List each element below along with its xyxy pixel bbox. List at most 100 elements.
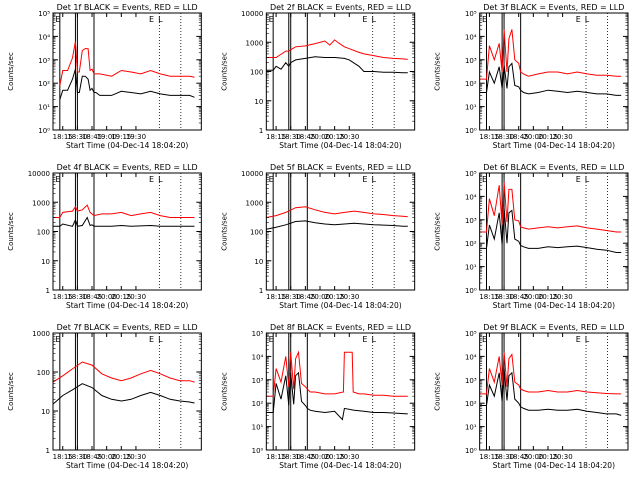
y-tick-label: 100 xyxy=(250,229,263,237)
y-axis-label: Counts/sec xyxy=(434,372,442,411)
marker-label: E xyxy=(362,335,367,344)
y-axis-label: Counts/sec xyxy=(220,212,228,251)
plot-frame xyxy=(479,12,629,131)
x-tick-label: 20:30 xyxy=(126,293,146,301)
plot-frame xyxy=(52,12,202,131)
panel-det-6: Det 6f BLACK = Events, RED = LLD 10⁰ 10¹ 10… xyxy=(434,163,629,310)
marker-label: L xyxy=(585,175,590,184)
y-tick-label: 10 xyxy=(41,258,50,266)
x-tick-label: 18:45 xyxy=(82,453,102,461)
series-events-line xyxy=(266,371,408,421)
y-axis-label: Counts/sec xyxy=(7,212,15,251)
x-tick-label: 18:15 xyxy=(53,453,73,461)
x-tick-label: 20:30 xyxy=(553,293,573,301)
y-tick-label: 10² xyxy=(465,240,477,248)
y-tick-label: 10 xyxy=(41,408,50,416)
plot-frame xyxy=(52,332,202,451)
marker-label: E xyxy=(269,335,274,344)
marker-label: E xyxy=(362,175,367,184)
x-tick-label: 18:15 xyxy=(53,133,73,141)
x-tick-label: 18:15 xyxy=(479,453,499,461)
series-events-line xyxy=(53,216,195,227)
y-tick-label: 1000 xyxy=(246,199,264,207)
x-axis-label: Start Time (04-Dec-14 18:04:20) xyxy=(279,141,401,150)
x-tick-label: 18:15 xyxy=(53,293,73,301)
y-tick-label: 10¹ xyxy=(465,424,477,432)
panel-title: Det 3f BLACK = Events, RED = LLD xyxy=(483,3,624,12)
marker-label: E xyxy=(482,335,487,344)
plot-frame xyxy=(265,332,416,451)
y-tick-label: 10000 xyxy=(241,170,263,178)
x-axis-label: Start Time (04-Dec-14 18:04:20) xyxy=(493,301,615,310)
y-tick-label: 10² xyxy=(38,80,50,88)
x-tick-label: 18:45 xyxy=(509,453,529,461)
x-tick-label: 20:30 xyxy=(339,453,359,461)
y-tick-label: 1000 xyxy=(246,39,264,47)
x-tick-label: 18:45 xyxy=(82,133,102,141)
x-tick-label: 20:15 xyxy=(111,453,131,461)
x-tick-label: 20:15 xyxy=(325,133,345,141)
x-tick-label: 18:30 xyxy=(494,453,514,461)
y-tick-label: 10 xyxy=(254,98,263,106)
y-tick-label: 10⁴ xyxy=(38,33,50,41)
series-lld-line xyxy=(266,39,408,60)
x-tick-label: 18:30 xyxy=(281,133,301,141)
marker-label: E xyxy=(576,175,581,184)
y-tick-label: 10⁴ xyxy=(252,353,264,361)
y-tick-label: 10² xyxy=(252,400,264,408)
x-tick-label: 20:15 xyxy=(538,293,558,301)
x-axis-label: Start Time (04-Dec-14 18:04:20) xyxy=(66,301,188,310)
x-tick-label: 18:45 xyxy=(82,293,102,301)
series-lld-line xyxy=(52,361,195,383)
y-tick-label: 10⁴ xyxy=(465,353,477,361)
y-tick-label: 100 xyxy=(250,69,263,77)
series-lld-line xyxy=(266,206,408,218)
y-axis-label: Counts/sec xyxy=(220,52,228,91)
marker-label: E xyxy=(55,175,60,184)
panel-title: Det 6f BLACK = Events, RED = LLD xyxy=(483,163,624,172)
x-tick-label: 18:30 xyxy=(281,453,301,461)
x-tick-label: 20:30 xyxy=(126,453,146,461)
panel-det-4: Det 4f BLACK = Events, RED = LLD 1 10 100 10… xyxy=(7,163,202,310)
panel-title: Det 2f BLACK = Events, RED = LLD xyxy=(270,3,411,12)
y-tick-label: 1000 xyxy=(32,199,50,207)
series-events-line xyxy=(52,383,195,405)
y-tick-label: 10⁵ xyxy=(252,330,264,338)
y-tick-label: 10³ xyxy=(465,377,477,385)
series-lld-line xyxy=(479,182,622,233)
x-tick-label: 20:00 xyxy=(523,293,543,301)
marker-label: L xyxy=(585,15,590,24)
series-lld-line xyxy=(59,41,195,86)
x-tick-label: 20:30 xyxy=(339,133,359,141)
marker-label: L xyxy=(371,15,376,24)
series-events-line xyxy=(266,220,408,230)
y-tick-label: 10⁰ xyxy=(465,287,477,295)
panel-det-1: Det 1f BLACK = Events, RED = LLD 10⁰ 10¹ 10… xyxy=(7,3,202,150)
x-tick-label: 18:15 xyxy=(479,133,499,141)
panel-title: Det 5f BLACK = Events, RED = LLD xyxy=(270,163,411,172)
y-tick-label: 10⁰ xyxy=(38,127,50,135)
series-events-line xyxy=(59,68,195,100)
y-tick-label: 1000 xyxy=(32,330,50,338)
y-tick-label: 10³ xyxy=(38,57,50,65)
y-tick-label: 10² xyxy=(465,400,477,408)
marker-label: E xyxy=(149,335,154,344)
x-tick-label: 20:15 xyxy=(538,133,558,141)
marker-label: E xyxy=(576,335,581,344)
x-tick-label: 18:45 xyxy=(295,133,315,141)
x-axis-label: Start Time (04-Dec-14 18:04:20) xyxy=(66,141,188,150)
marker-label: L xyxy=(158,175,163,184)
y-tick-label: 10⁴ xyxy=(465,33,477,41)
y-tick-label: 1 xyxy=(259,127,263,135)
x-tick-label: 18:15 xyxy=(479,293,499,301)
panel-title: Det 8f BLACK = Events, RED = LLD xyxy=(270,323,411,332)
y-tick-label: 100 xyxy=(37,369,50,377)
x-tick-label: 20:15 xyxy=(325,453,345,461)
x-tick-label: 20:15 xyxy=(111,293,131,301)
series-events-line xyxy=(479,62,622,96)
x-tick-label: 19:15 xyxy=(111,133,131,141)
x-tick-label: 20:30 xyxy=(553,453,573,461)
y-tick-label: 10² xyxy=(465,80,477,88)
marker-label: L xyxy=(371,175,376,184)
